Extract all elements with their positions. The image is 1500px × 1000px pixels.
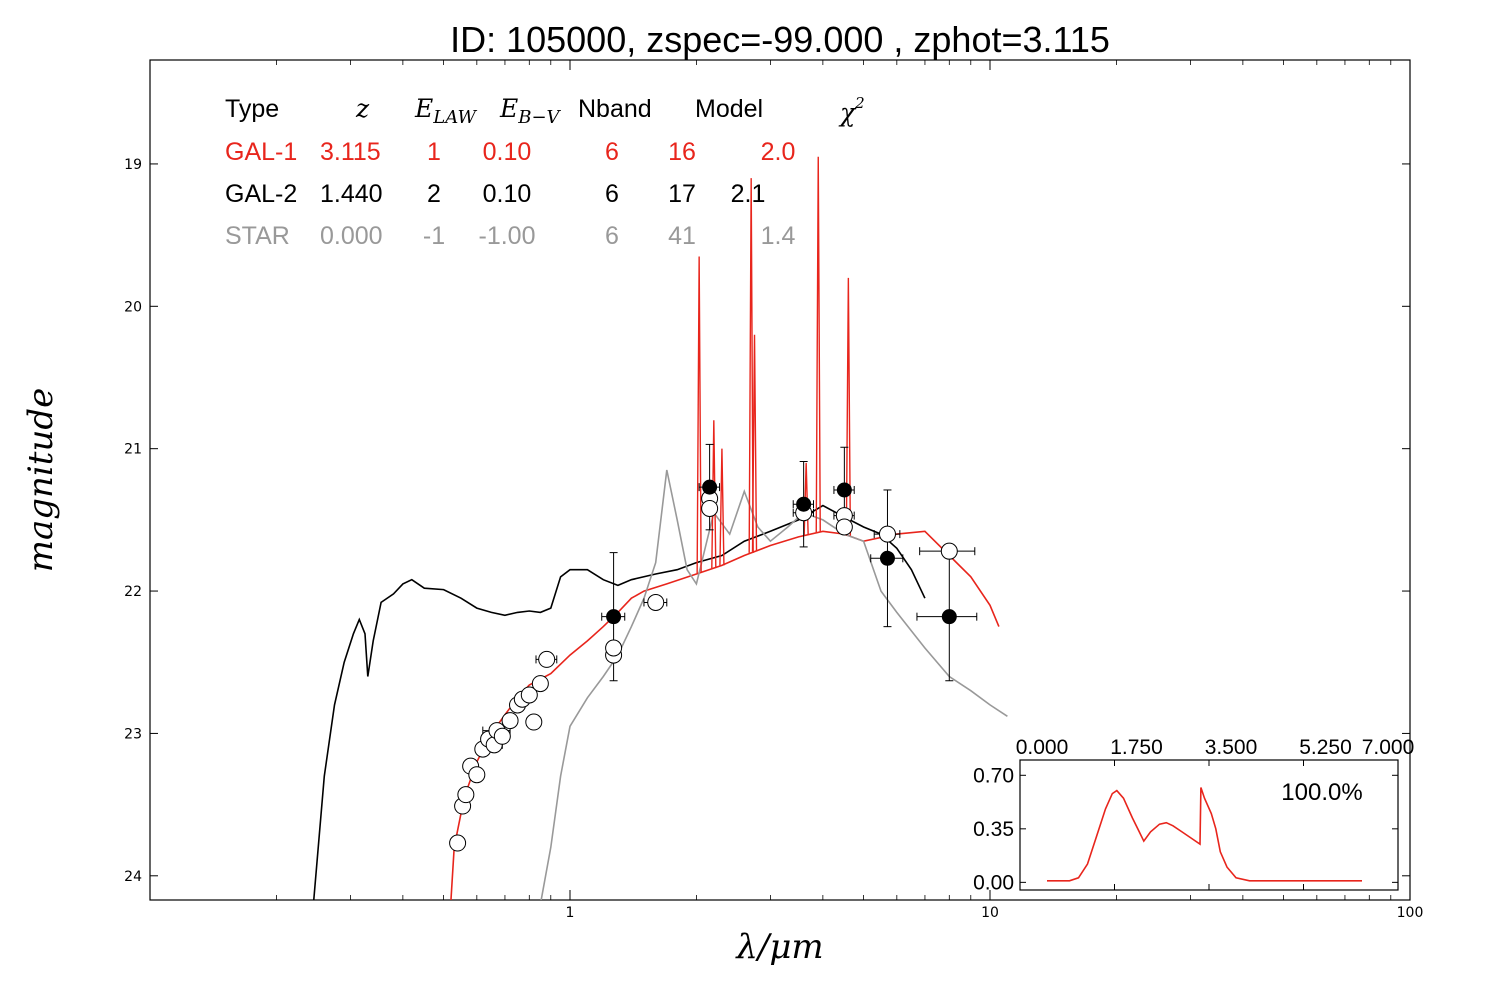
emission-line — [748, 178, 754, 553]
model-magnitude-point — [835, 518, 853, 536]
model-magnitude-point — [940, 542, 958, 560]
chart-title: ID: 105000, zspec=-99.000 , zphot=3.115 — [450, 19, 1110, 60]
y-tick-label: 20 — [124, 299, 142, 315]
y-tick-label: 22 — [124, 584, 142, 600]
header-ebv: EB−V — [499, 94, 562, 128]
observed-magnitude-point — [879, 550, 895, 566]
table-cell-type: STAR — [225, 222, 290, 250]
observed-magnitude-point — [702, 479, 718, 495]
x-tick-label: 100 — [1397, 905, 1424, 921]
header-nband: Nband — [578, 95, 652, 123]
model-magnitude-point — [701, 499, 719, 517]
plot-frame — [149, 59, 1411, 901]
model-magnitude-point — [468, 766, 486, 784]
gal2-model-curve — [312, 504, 926, 900]
table-cell-z: 0.000 — [320, 222, 383, 250]
table-cell-nband: 6 — [605, 222, 619, 250]
inset-axis-ticks: 0.000 1.750 3.500 5.250 7.000 0.00 0.35 0.70 — [973, 736, 1414, 894]
header-z: z — [355, 94, 370, 123]
table-cell-nband: 6 — [605, 180, 619, 208]
model-magnitude-point — [457, 786, 475, 804]
emission-line — [845, 277, 852, 536]
fit-results-table: Type z ELAW EB−V Nband Model χ2 GAL-1 3.1… — [225, 94, 865, 250]
y-tick-label: 24 — [124, 869, 142, 885]
model-magnitude-point — [538, 650, 556, 668]
redshift-pdf-inset: 0.000 1.750 3.500 5.250 7.000 0.00 0.35 0.70 10… — [973, 736, 1414, 894]
x-tick-label: 1 — [566, 905, 575, 921]
header-model: Model — [695, 95, 763, 123]
table-cell-ebv: -1.00 — [479, 222, 536, 250]
model-magnitude-point — [449, 834, 467, 852]
header-chi2: χ2 — [838, 94, 865, 127]
y-axis-label: magnitude — [21, 388, 61, 573]
x-axis-label: λ/μm — [734, 927, 823, 967]
table-cell-z: 1.440 — [320, 180, 383, 208]
pdf-curve — [1047, 787, 1362, 882]
emission-line — [696, 256, 702, 574]
emission-line — [711, 420, 717, 569]
inset-x-tick-label: 0.000 — [1016, 736, 1069, 759]
table-cell-elaw: -1 — [423, 222, 445, 250]
inset-x-tick-label: 3.500 — [1205, 736, 1258, 759]
table-cell-type: GAL-1 — [225, 138, 297, 166]
model-magnitude-point — [878, 525, 896, 543]
model-magnitude-point — [501, 712, 519, 730]
header-elaw: ELAW — [414, 94, 477, 128]
observed-magnitude-point — [836, 482, 852, 498]
pdf-percentage: 100.0% — [1281, 779, 1362, 806]
model-magnitude-point — [647, 593, 665, 611]
observed-magnitude-point — [606, 609, 622, 625]
inset-x-tick-label: 5.250 — [1299, 736, 1352, 759]
observed-magnitude-point — [941, 609, 957, 625]
table-cell-ebv: 0.10 — [483, 180, 532, 208]
observed-magnitude-point — [796, 496, 812, 512]
model-magnitude-point — [493, 727, 511, 745]
table-rows: GAL-1 3.115 1 0.10 6 16 2.0 GAL-2 1.440 2 0.10 6 17 2… — [225, 138, 795, 250]
table-cell-model: 17 — [668, 180, 696, 208]
header-type: Type — [225, 95, 279, 123]
y-tick-label: 23 — [124, 726, 142, 742]
table-cell-chi2: 1.4 — [761, 222, 796, 250]
model-magnitude-point — [520, 686, 538, 704]
table-cell-z: 3.115 — [320, 138, 381, 166]
emission-line — [751, 334, 758, 552]
table-cell-type: GAL-2 — [225, 180, 297, 208]
y-tick-label: 21 — [124, 442, 142, 458]
inset-y-tick-label: 0.00 — [973, 871, 1014, 894]
table-cell-nband: 6 — [605, 138, 619, 166]
model-magnitude-point — [531, 675, 549, 693]
emission-line — [719, 448, 725, 566]
inset-x-tick-label: 1.750 — [1110, 736, 1163, 759]
observed-points — [449, 479, 958, 852]
model-magnitude-point — [525, 713, 543, 731]
model-magnitude-point — [605, 639, 623, 657]
table-cell-ebv: 0.10 — [483, 138, 532, 166]
y-tick-label: 19 — [124, 157, 142, 173]
inset-y-tick-label: 0.35 — [973, 818, 1014, 841]
inset-x-tick-label: 7.000 — [1362, 736, 1415, 759]
table-cell-chi2: 2.0 — [761, 138, 796, 166]
table-cell-model: 41 — [668, 222, 696, 250]
star-model-curve — [540, 469, 1008, 900]
table-cell-model: 16 — [668, 138, 696, 166]
table-cell-elaw: 1 — [427, 138, 441, 166]
x-tick-label: 10 — [981, 905, 999, 921]
table-cell-elaw: 2 — [427, 180, 441, 208]
inset-y-tick-label: 0.70 — [973, 764, 1014, 787]
emission-line — [815, 156, 821, 533]
model-curves — [312, 156, 1008, 900]
table-header: Type z ELAW EB−V Nband Model χ2 — [225, 94, 865, 128]
table-cell-chi2: 2.1 — [731, 180, 766, 208]
